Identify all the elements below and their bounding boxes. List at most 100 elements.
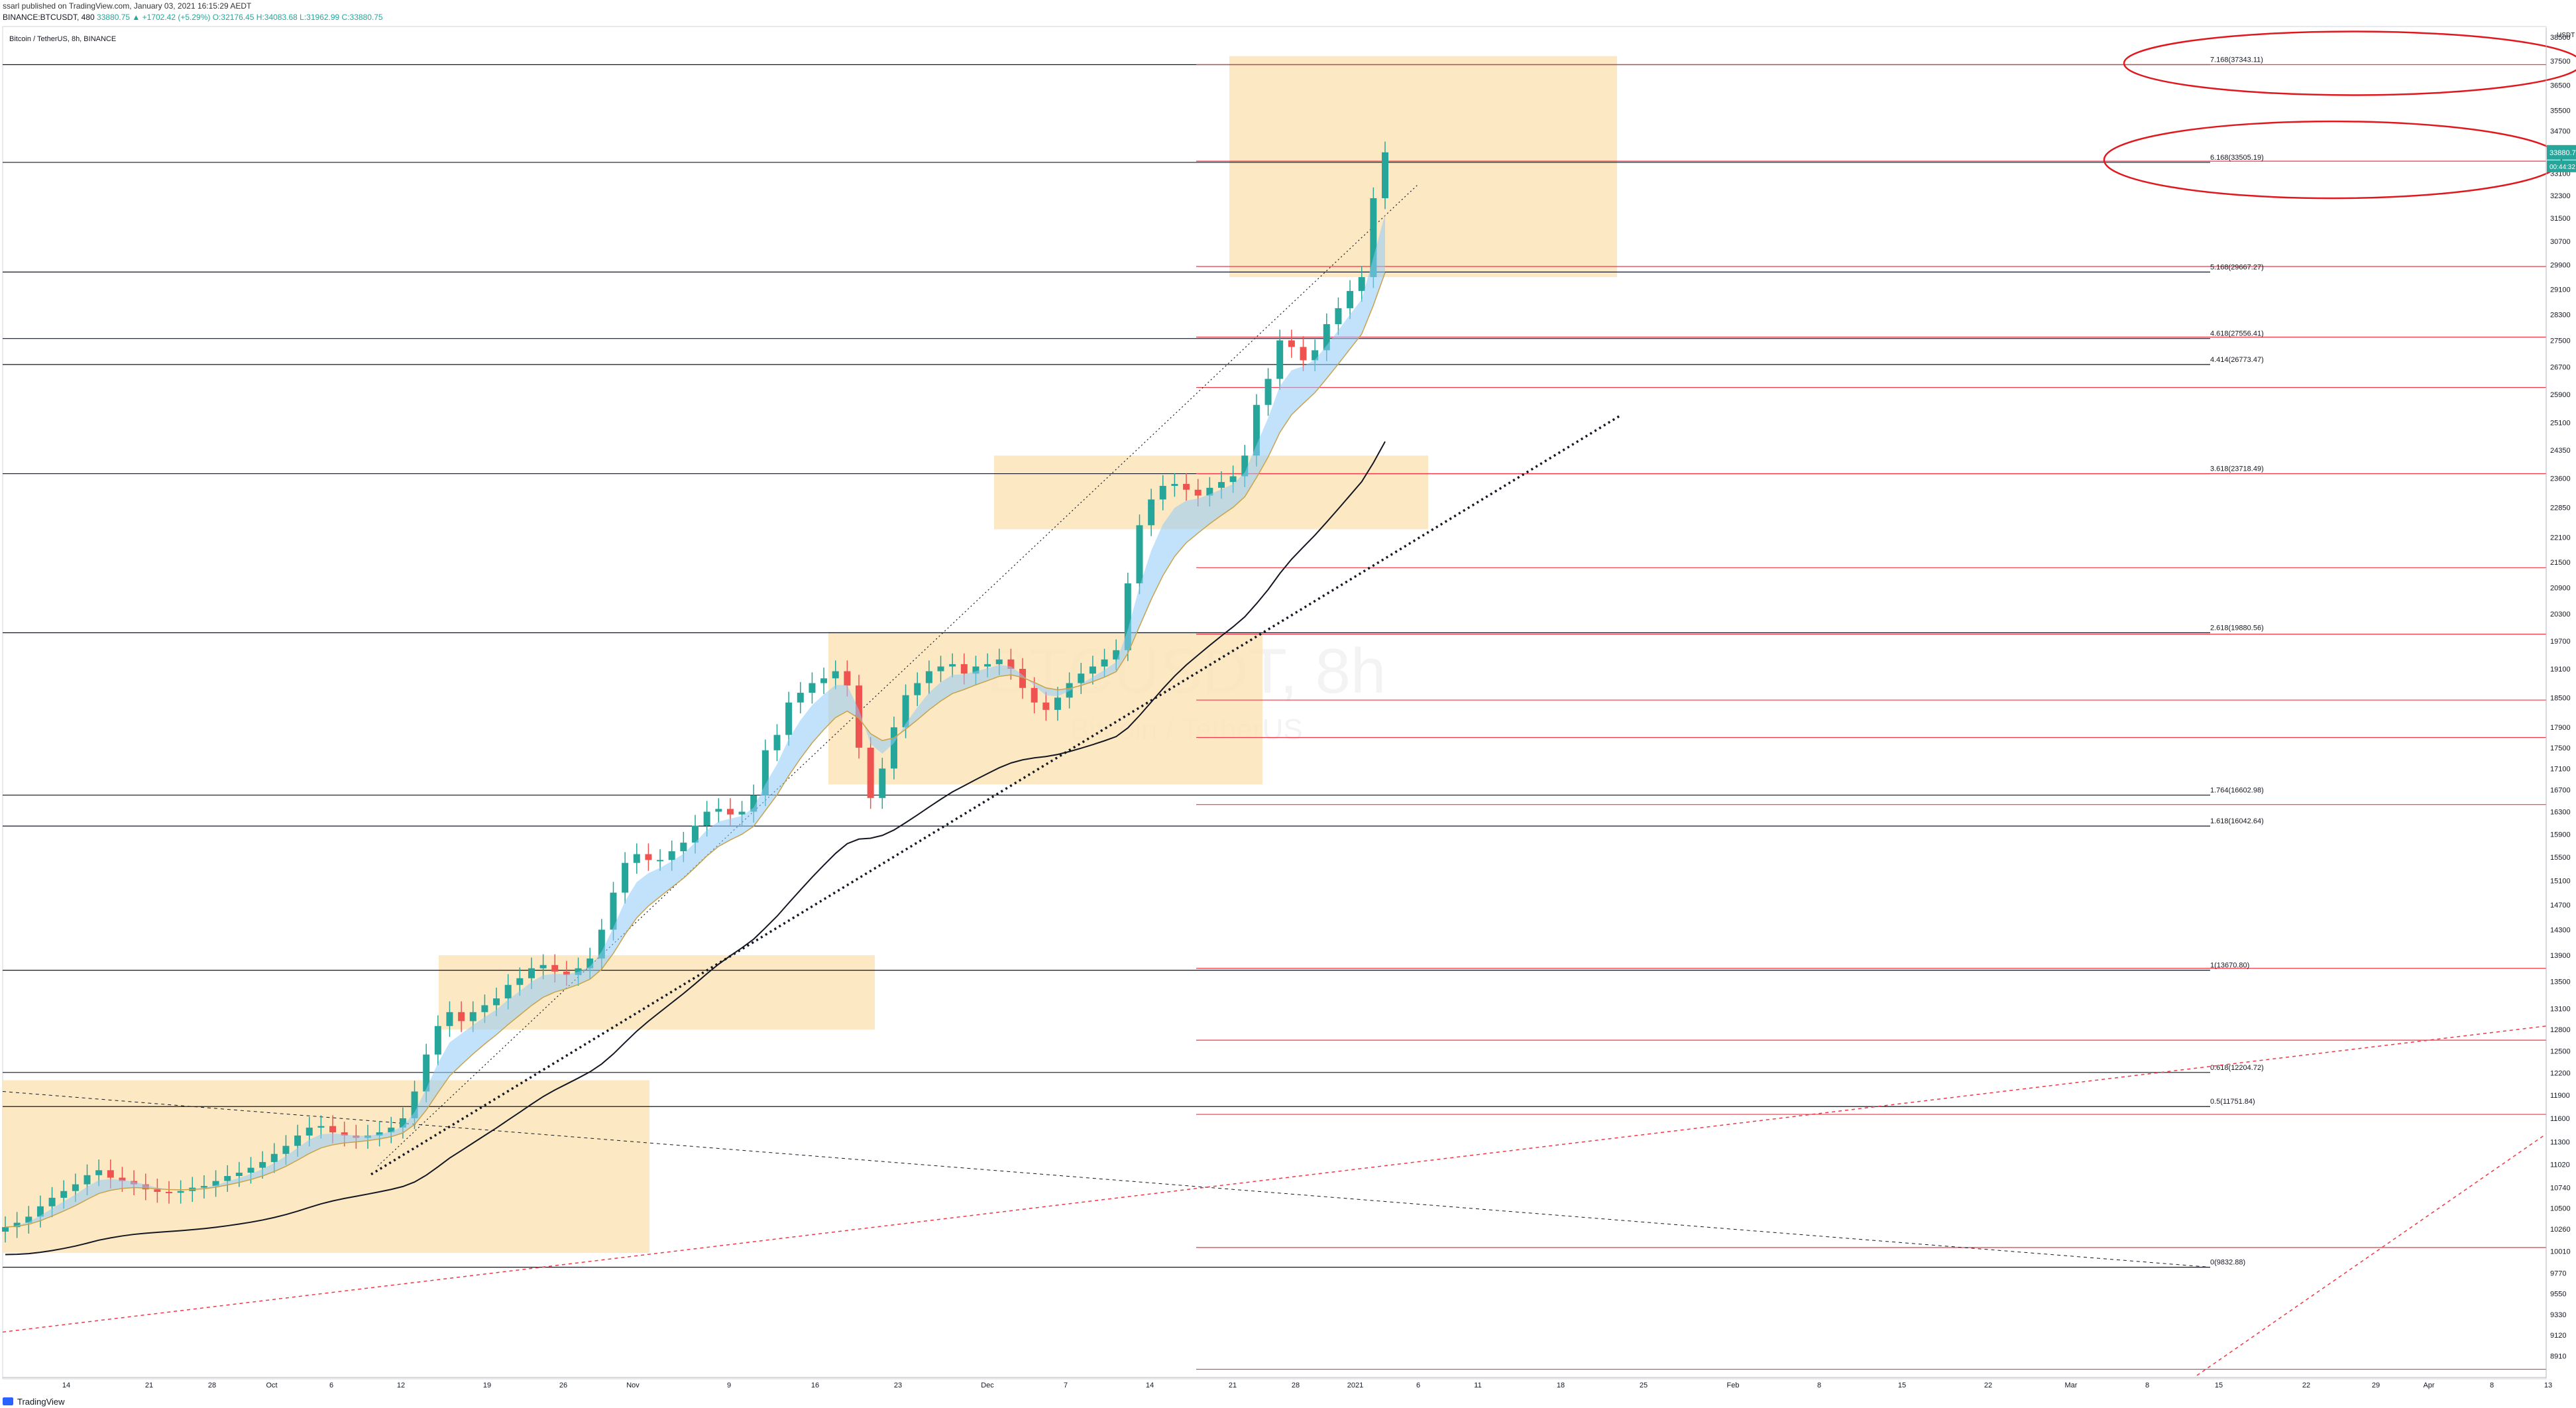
candle-body xyxy=(1382,152,1388,198)
time-axis-label: 26 xyxy=(559,1381,567,1389)
time-axis-label: 22 xyxy=(1984,1381,1992,1389)
candle-body xyxy=(1229,476,1237,483)
fib-label: 4.618(27556.41) xyxy=(2210,330,2264,338)
candle-body xyxy=(1323,323,1330,351)
time-axis-label: 9 xyxy=(727,1381,731,1389)
price-axis-label: 12800 xyxy=(2550,1026,2571,1034)
candle-body xyxy=(493,998,500,1006)
candle-body xyxy=(1078,674,1085,683)
candle-body xyxy=(1300,347,1307,361)
candle-body xyxy=(1312,350,1319,361)
candle-body xyxy=(1148,499,1155,526)
candle-body xyxy=(446,1012,453,1026)
candle-body xyxy=(587,958,594,968)
candle-body xyxy=(914,683,921,695)
price-axis-label: 9770 xyxy=(2550,1269,2566,1277)
fib-label: 6.168(33505.19) xyxy=(2210,154,2264,162)
candle-body xyxy=(785,702,793,735)
consolidation-box xyxy=(3,1080,649,1254)
price-axis-label: 12200 xyxy=(2550,1069,2571,1077)
moving-average-line xyxy=(5,441,1386,1256)
time-axis-label: 29 xyxy=(2372,1381,2380,1389)
consolidation-box xyxy=(1229,56,1617,278)
candle-body xyxy=(13,1222,21,1228)
candle-body xyxy=(1288,340,1295,347)
candle-body xyxy=(984,664,991,667)
red-trend-line-right xyxy=(2196,1133,2547,1376)
candle-body xyxy=(107,1170,114,1178)
fib-label: 0.618(12204.72) xyxy=(2210,1064,2264,1072)
candle-body xyxy=(119,1177,126,1181)
price-axis-label: 20300 xyxy=(2550,611,2571,618)
price-axis-label: 17500 xyxy=(2550,744,2571,752)
footer: TradingView xyxy=(0,1395,2576,1408)
candle-body xyxy=(341,1132,348,1136)
candle-body xyxy=(516,978,524,985)
candle-body xyxy=(692,825,699,843)
candle-body xyxy=(668,851,675,860)
fib-label: 3.618(23718.49) xyxy=(2210,465,2264,473)
time-axis-label: 28 xyxy=(1292,1381,1300,1389)
time-axis-label: 21 xyxy=(1229,1381,1237,1389)
price-axis-label: 20900 xyxy=(2550,585,2571,593)
candle-body xyxy=(481,1005,488,1012)
fib-label: 1.764(16602.98) xyxy=(2210,786,2264,794)
candle-body xyxy=(610,892,617,930)
candle-body xyxy=(235,1173,243,1177)
last-price-value: 33880.75 xyxy=(2549,149,2576,157)
price-axis-label: 18500 xyxy=(2550,694,2571,702)
candle-body xyxy=(1054,697,1061,710)
candle-body xyxy=(832,671,839,679)
candle-body xyxy=(1136,525,1143,584)
price-axis-label: 22850 xyxy=(2550,504,2571,512)
candle-body xyxy=(645,854,652,860)
price-axis-label: 11020 xyxy=(2550,1161,2570,1169)
candle-body xyxy=(1007,659,1015,669)
candle-body xyxy=(937,666,944,672)
candle-body xyxy=(60,1191,68,1198)
candle-body xyxy=(1171,484,1178,486)
price-axis-label: 29900 xyxy=(2550,262,2571,270)
candle-body xyxy=(1276,340,1284,379)
price-axis-label: 37500 xyxy=(2550,58,2571,66)
price-axis-label: 25900 xyxy=(2550,391,2571,399)
price-axis-label: 11600 xyxy=(2550,1115,2570,1123)
time-axis-label: 6 xyxy=(1416,1381,1420,1389)
time-axis-label: 22 xyxy=(2302,1381,2310,1389)
time-axis-label: 23 xyxy=(894,1381,902,1389)
candle-body xyxy=(1241,455,1249,477)
price-axis-label: 17900 xyxy=(2550,724,2571,732)
fib-label: 1(13670.80) xyxy=(2210,962,2249,970)
candle-body xyxy=(166,1191,173,1193)
price-axis-label: 12500 xyxy=(2550,1047,2571,1055)
price-axis-label: 28300 xyxy=(2550,311,2571,319)
time-axis-label: 11 xyxy=(1474,1381,1481,1389)
candle-body xyxy=(504,984,512,999)
price-axis-label: 26700 xyxy=(2550,364,2571,372)
candle-body xyxy=(750,795,757,812)
price-axis-label: 16700 xyxy=(2550,787,2571,795)
candle-body xyxy=(200,1186,207,1188)
candle-body xyxy=(925,671,932,683)
countdown-tag xyxy=(2547,160,2576,172)
price-axis-label: 10010 xyxy=(2550,1248,2571,1256)
candle-body xyxy=(72,1184,79,1191)
fib-label: 2.618(19880.56) xyxy=(2210,624,2264,632)
candle-body xyxy=(773,734,781,750)
time-axis-label: 28 xyxy=(208,1381,216,1389)
time-axis-label: 7 xyxy=(1064,1381,1068,1389)
candle-body xyxy=(294,1135,302,1146)
published-line: ssarl published on TradingView.com, Janu… xyxy=(3,1,252,11)
candle-body xyxy=(1370,198,1377,278)
price-axis-label: 8910 xyxy=(2550,1353,2566,1361)
candle-body xyxy=(469,1012,476,1022)
candle-body xyxy=(738,811,746,815)
ohlc-values: 33880.75 ▲ +1702.42 (+5.29%) O:32176.45 … xyxy=(97,13,383,22)
candle-body xyxy=(458,1012,465,1022)
candle-body xyxy=(890,727,897,769)
candle-body xyxy=(376,1132,383,1136)
candle-body xyxy=(528,968,535,978)
time-axis-label: 15 xyxy=(2215,1381,2223,1389)
candle-body xyxy=(622,862,629,893)
